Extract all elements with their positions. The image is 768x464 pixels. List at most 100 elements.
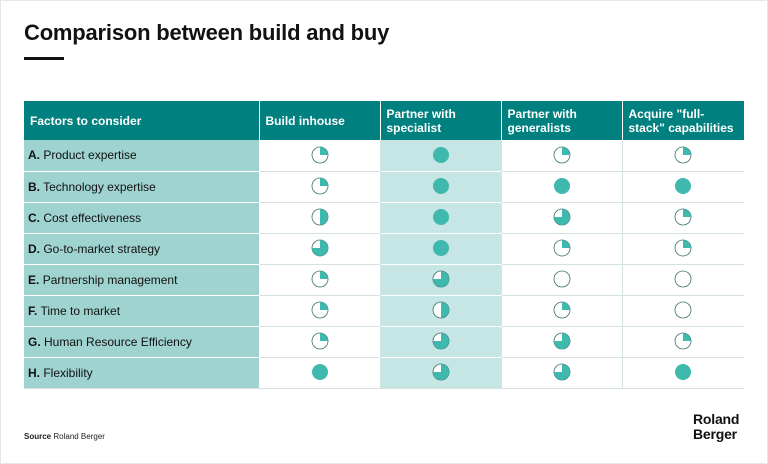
header-partner-generalists: Partner with generalists: [501, 101, 623, 140]
score-cell: [380, 140, 502, 172]
score-cell: [501, 233, 623, 265]
source-text: Roland Berger: [53, 432, 105, 441]
score-cell: [259, 233, 381, 265]
score-cell: [380, 171, 502, 203]
score-cell: [501, 140, 623, 172]
harvey-ball-icon: [674, 301, 692, 319]
factor-letter: G.: [28, 334, 41, 349]
harvey-ball-icon: [311, 177, 329, 195]
harvey-ball-icon: [432, 178, 450, 195]
factor-letter: C.: [28, 210, 40, 225]
harvey-ball-icon: [553, 332, 571, 350]
score-cell: [501, 202, 623, 234]
harvey-ball-icon: [553, 301, 571, 319]
harvey-ball-icon: [674, 208, 692, 226]
harvey-ball-icon: [311, 332, 329, 350]
score-cell: [259, 140, 381, 172]
factor-label: Flexibility: [43, 365, 93, 380]
table-row: F. Time to market: [24, 295, 744, 327]
factor-label: Go-to-market strategy: [43, 241, 161, 256]
table-header-row: Factors to consider Build inhouse Partne…: [24, 101, 744, 140]
score-cell: [501, 326, 623, 358]
harvey-ball-icon: [311, 364, 329, 381]
factor-letter: A.: [28, 148, 40, 163]
harvey-ball-icon: [432, 270, 450, 288]
comparison-table: Factors to consider Build inhouse Partne…: [24, 101, 744, 389]
harvey-ball-icon: [311, 270, 329, 288]
score-cell: [622, 264, 744, 296]
factor-label: Cost effectiveness: [43, 210, 142, 225]
harvey-ball-icon: [432, 240, 450, 257]
harvey-ball-icon: [432, 332, 450, 350]
factor-label: Human Resource Efficiency: [44, 334, 192, 349]
score-cell: [259, 264, 381, 296]
factor-cell: E. Partnership management: [24, 264, 260, 296]
factor-label: Technology expertise: [43, 179, 156, 194]
page-title: Comparison between build and buy: [24, 20, 390, 45]
harvey-ball-icon: [553, 363, 571, 381]
score-cell: [259, 357, 381, 389]
source-note: Source Roland Berger: [24, 432, 105, 441]
harvey-ball-icon: [674, 178, 692, 195]
harvey-ball-icon: [432, 146, 450, 164]
factor-cell: D. Go-to-market strategy: [24, 233, 260, 265]
title-underline: [24, 57, 64, 60]
table-body: A. Product expertise B. Technology expert…: [24, 140, 744, 389]
harvey-ball-icon: [674, 364, 692, 381]
harvey-ball-icon: [674, 270, 692, 288]
logo-line-2: Berger: [693, 426, 737, 442]
score-cell: [380, 202, 502, 234]
harvey-ball-icon: [674, 146, 692, 164]
score-cell: [622, 233, 744, 265]
score-cell: [501, 357, 623, 389]
harvey-ball-icon: [674, 332, 692, 350]
table-row: H. Flexibility: [24, 357, 744, 389]
factor-label: Time to market: [40, 303, 121, 318]
score-cell: [259, 326, 381, 358]
header-acquire-full-stack: Acquire "full-stack" capabilities: [622, 101, 744, 140]
table-row: G. Human Resource Efficiency: [24, 326, 744, 358]
factor-cell: B. Technology expertise: [24, 171, 260, 203]
factor-letter: H.: [28, 365, 40, 380]
factor-letter: B.: [28, 179, 40, 194]
table-row: B. Technology expertise: [24, 171, 744, 203]
harvey-ball-icon: [432, 209, 450, 226]
factor-letter: F.: [28, 303, 38, 318]
score-cell: [380, 295, 502, 327]
score-cell: [622, 202, 744, 234]
table-row: C. Cost effectiveness: [24, 202, 744, 234]
roland-berger-logo: Roland Berger: [693, 412, 739, 442]
harvey-ball-icon: [311, 146, 329, 164]
score-cell: [259, 295, 381, 327]
score-cell: [622, 171, 744, 203]
factor-cell: G. Human Resource Efficiency: [24, 326, 260, 358]
header-factors: Factors to consider: [24, 101, 260, 140]
harvey-ball-icon: [553, 146, 571, 164]
factor-cell: A. Product expertise: [24, 140, 260, 172]
score-cell: [622, 140, 744, 172]
score-cell: [501, 295, 623, 327]
header-build-inhouse: Build inhouse: [259, 101, 381, 140]
score-cell: [380, 264, 502, 296]
harvey-ball-icon: [311, 301, 329, 319]
table-row: D. Go-to-market strategy: [24, 233, 744, 265]
score-cell: [501, 171, 623, 203]
score-cell: [259, 171, 381, 203]
factor-label: Partnership management: [42, 272, 178, 287]
factor-cell: F. Time to market: [24, 295, 260, 327]
logo-line-1: Roland: [693, 411, 740, 427]
harvey-ball-icon: [432, 363, 450, 381]
score-cell: [380, 357, 502, 389]
harvey-ball-icon: [553, 270, 571, 288]
score-cell: [622, 295, 744, 327]
table-row: E. Partnership management: [24, 264, 744, 296]
factor-letter: E.: [28, 272, 40, 287]
harvey-ball-icon: [553, 239, 571, 257]
score-cell: [259, 202, 381, 234]
factor-cell: H. Flexibility: [24, 357, 260, 389]
table-row: A. Product expertise: [24, 140, 744, 172]
factor-cell: C. Cost effectiveness: [24, 202, 260, 234]
score-cell: [380, 233, 502, 265]
source-label: Source: [24, 432, 52, 441]
factor-letter: D.: [28, 241, 40, 256]
